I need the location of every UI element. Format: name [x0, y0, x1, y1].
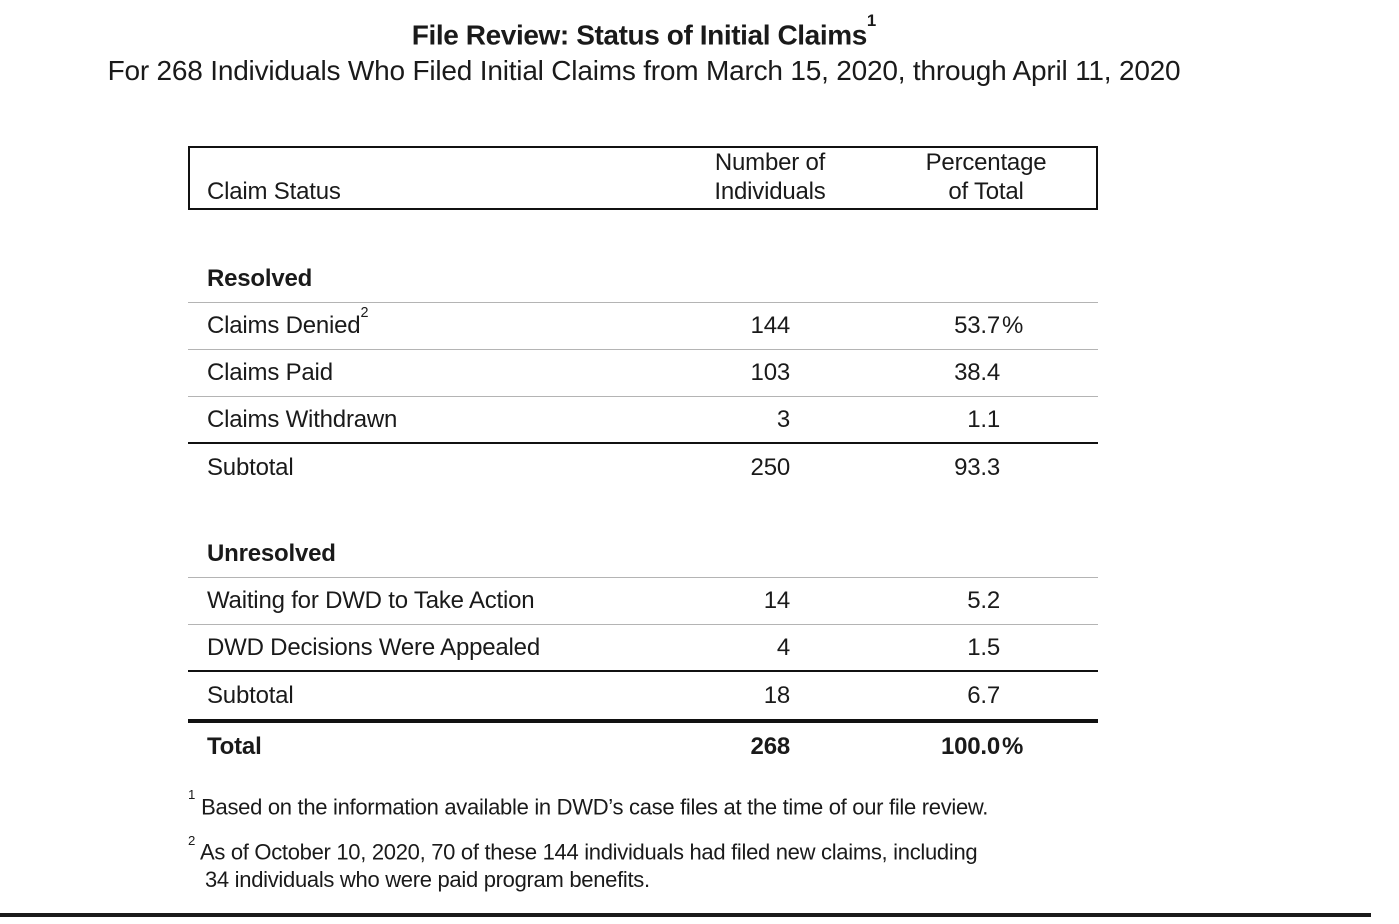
row-count: 14 — [763, 587, 790, 614]
page-title-text: File Review: Status of Initial Claims — [411, 19, 867, 51]
section-resolved: Resolved Claims Denied2 144 53.7 % Claim… — [188, 256, 1098, 491]
table-row: DWD Decisions Were Appealed 4 1.5 — [188, 625, 1098, 672]
claims-status-table: Claim Status Number of Individuals Perce… — [188, 146, 1098, 893]
table-row: Claims Withdrawn 3 1.1 — [188, 397, 1098, 444]
footnote-text-continued: 34 individuals who were paid program ben… — [205, 866, 650, 892]
footnote-marker: 1 — [188, 787, 196, 803]
footnote-1: 1 Based on the information available in … — [188, 787, 1123, 820]
row-label: Claims Withdrawn — [207, 405, 398, 433]
row-count: 18 — [763, 681, 790, 709]
section-heading: Unresolved — [188, 531, 1098, 578]
table-row: Waiting for DWD to Take Action 14 5.2 — [188, 578, 1098, 625]
row-label: Waiting for DWD to Take Action — [207, 587, 535, 614]
row-count: 144 — [750, 312, 791, 339]
row-percentage: 1.5 — [967, 633, 1000, 661]
row-count: 3 — [776, 405, 790, 433]
footnote-ref-2: 2 — [360, 304, 369, 321]
footnote-text: Based on the information available in DW… — [201, 794, 989, 820]
table-row: Claims Paid 103 38.4 — [188, 350, 1098, 397]
row-label: Subtotal — [207, 453, 294, 481]
footnote-ref-1: 1 — [866, 10, 877, 30]
row-count: 268 — [750, 732, 791, 760]
row-percentage: 5.2 — [967, 587, 1000, 614]
subtotal-row: Subtotal 250 93.3 — [188, 444, 1098, 491]
footnote-marker: 2 — [188, 832, 196, 848]
row-percentage: 93.3 — [954, 453, 1000, 481]
column-header-line: Individuals — [714, 178, 826, 205]
page-bottom-rule — [0, 913, 1371, 917]
row-percentage: 6.7 — [967, 681, 1000, 709]
footnotes: 1 Based on the information available in … — [188, 787, 1123, 893]
column-header-line: of Total — [948, 178, 1024, 205]
section-unresolved: Unresolved Waiting for DWD to Take Actio… — [188, 531, 1098, 719]
row-count: 4 — [776, 633, 790, 661]
row-label-text: Claims Denied — [207, 312, 361, 339]
row-count: 103 — [750, 359, 791, 386]
row-percentage-sign: % — [1002, 732, 1024, 760]
column-header-number-of-individuals: Number of Individuals — [660, 148, 880, 206]
row-percentage: 100.0 — [940, 732, 1000, 760]
row-label: Total — [207, 732, 262, 760]
section-heading: Resolved — [188, 256, 1098, 303]
page-title: File Review: Status of Initial Claims1 — [0, 10, 1288, 52]
row-label: Subtotal — [207, 681, 294, 709]
footnote-text: As of October 10, 2020, 70 of these 144 … — [199, 839, 978, 865]
footnote-2: 2 As of October 10, 2020, 70 of these 14… — [188, 833, 1123, 892]
row-percentage: 1.1 — [967, 405, 1000, 433]
page-subtitle: For 268 Individuals Who Filed Initial Cl… — [107, 55, 1181, 87]
row-count: 250 — [750, 453, 791, 481]
column-header-percentage-of-total: Percentage of Total — [880, 148, 1092, 206]
table-header: Claim Status Number of Individuals Perce… — [188, 146, 1098, 210]
row-label: Claims Paid — [207, 359, 333, 386]
subtotal-row: Subtotal 18 6.7 — [188, 672, 1098, 719]
row-percentage: 53.7 — [954, 312, 1000, 339]
row-percentage: 38.4 — [954, 359, 1000, 386]
column-header-line: Percentage — [925, 149, 1047, 176]
title-block: File Review: Status of Initial Claims1 F… — [0, 10, 1288, 88]
column-header-claim-status: Claim Status — [207, 178, 341, 205]
table-row: Claims Denied2 144 53.7 % — [188, 303, 1098, 350]
total-row: Total 268 100.0 % — [188, 719, 1098, 770]
column-header-line: Number of — [714, 149, 826, 176]
row-percentage-sign: % — [1002, 312, 1024, 339]
row-label: DWD Decisions Were Appealed — [207, 633, 540, 661]
row-label: Claims Denied2 — [188, 305, 600, 340]
